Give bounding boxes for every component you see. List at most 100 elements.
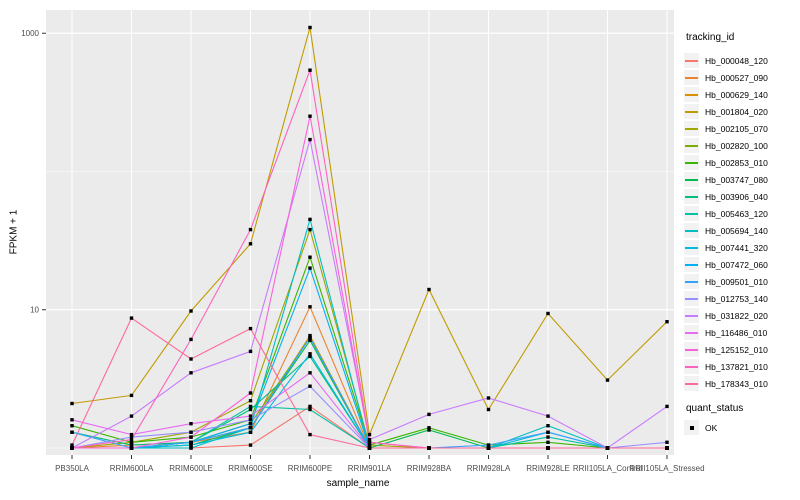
data-point (308, 255, 312, 259)
data-point (486, 443, 491, 447)
legend-item-label: Hb_007472_060 (705, 259, 768, 270)
x-tick-label: RRII105LA_Control (573, 464, 643, 473)
legend-key (684, 359, 699, 374)
legend-key (684, 420, 699, 435)
data-point (189, 309, 193, 313)
legend-item-label: Hb_002820_100 (705, 140, 768, 151)
legend-item-quant-ok: OK (684, 419, 798, 436)
legend: tracking_id Hb_000048_120 Hb_000527_090 Hb… (684, 32, 798, 436)
data-point (427, 412, 431, 417)
legend-key (684, 376, 699, 391)
data-point (248, 422, 253, 426)
data-point (605, 446, 610, 450)
legend-item-label: OK (705, 422, 718, 433)
legend-item-label: Hb_005463_120 (705, 208, 768, 219)
legend-item-label: Hb_178343_010 (705, 378, 768, 389)
data-point (308, 338, 312, 343)
legend-line-swatch-icon (685, 93, 698, 96)
data-point (665, 404, 669, 409)
data-point (129, 316, 134, 320)
legend-items: Hb_000048_120 Hb_000527_090 Hb_000629_140 H… (684, 52, 798, 392)
data-point (70, 446, 74, 450)
x-axis-title: sample_name (326, 478, 390, 489)
legend-line-swatch-icon (685, 59, 698, 62)
data-point (308, 25, 312, 30)
data-point (427, 428, 431, 432)
y-tick-label: 1000 (21, 29, 39, 38)
data-point (308, 227, 312, 232)
data-point (129, 440, 134, 444)
legend-key (684, 342, 699, 357)
data-point (248, 407, 253, 412)
data-point (308, 404, 312, 409)
legend-line-swatch-icon (685, 229, 698, 232)
data-point (605, 378, 610, 382)
data-point (248, 399, 253, 403)
x-tick-label: RRII105LA_Stressed (629, 464, 704, 473)
legend-key (684, 189, 699, 204)
x-tick-label: RRIM600PE (288, 464, 332, 473)
x-tick-label: RRIM600SE (228, 464, 272, 473)
data-point (129, 435, 134, 439)
legend-item: Hb_003747_080 (684, 171, 798, 188)
legend-line-swatch-icon (685, 331, 698, 334)
x-tick-label: RRIM928BA (407, 464, 452, 473)
data-point (189, 430, 193, 434)
legend-key (684, 138, 699, 153)
ok-point-swatch-icon (689, 425, 694, 430)
x-tick-label: RRIM928LE (526, 464, 570, 473)
x-tick-label: RRIM928LA (467, 464, 511, 473)
data-point (308, 217, 312, 222)
legend-line-swatch-icon (685, 246, 698, 249)
legend-item: Hb_001804_020 (684, 103, 798, 120)
quant-status-legend-title: quant_status (686, 403, 744, 414)
legend-item: Hb_002853_010 (684, 154, 798, 171)
data-point (70, 418, 74, 422)
legend-line-swatch-icon (685, 195, 698, 198)
legend-line-swatch-icon (685, 212, 698, 215)
data-point (248, 426, 253, 430)
x-tick-label: RRIM600LA (110, 464, 154, 473)
legend-line-swatch-icon (685, 348, 698, 351)
data-point (308, 335, 312, 340)
data-point (546, 430, 550, 434)
data-point (546, 311, 550, 316)
data-point (308, 371, 312, 375)
legend-key (684, 155, 699, 170)
data-point (129, 446, 134, 450)
data-point (308, 432, 312, 437)
legend-key (684, 172, 699, 187)
data-point (486, 407, 491, 412)
data-point (665, 440, 669, 444)
legend-key (684, 240, 699, 255)
legend-item-label: Hb_003747_080 (705, 174, 768, 185)
legend-key (684, 206, 699, 221)
data-point (189, 357, 193, 361)
legend-line-swatch-icon (685, 382, 698, 385)
legend-item: Hb_007441_320 (684, 239, 798, 256)
legend-item: Hb_005463_120 (684, 205, 798, 222)
data-point (308, 407, 312, 412)
legend-item: Hb_178343_010 (684, 375, 798, 392)
data-point (546, 446, 550, 450)
legend-item-label: Hb_002105_070 (705, 123, 768, 134)
data-point (248, 391, 253, 395)
data-point (308, 68, 312, 72)
data-point (427, 446, 431, 450)
data-point (248, 227, 253, 232)
data-point (189, 371, 193, 375)
data-point (546, 414, 550, 418)
legend-key (684, 223, 699, 238)
legend-item-label: Hb_031822_020 (705, 310, 768, 321)
data-point (308, 384, 312, 388)
data-point (367, 440, 372, 444)
legend-item: Hb_012753_140 (684, 290, 798, 307)
data-point (248, 418, 253, 422)
legend-line-swatch-icon (685, 314, 698, 317)
data-point (665, 446, 669, 450)
data-point (308, 114, 312, 118)
data-point (308, 352, 312, 356)
legend-item-label: Hb_116486_010 (705, 327, 768, 338)
data-point (248, 242, 253, 246)
legend-item-label: Hb_005694_140 (705, 225, 768, 236)
